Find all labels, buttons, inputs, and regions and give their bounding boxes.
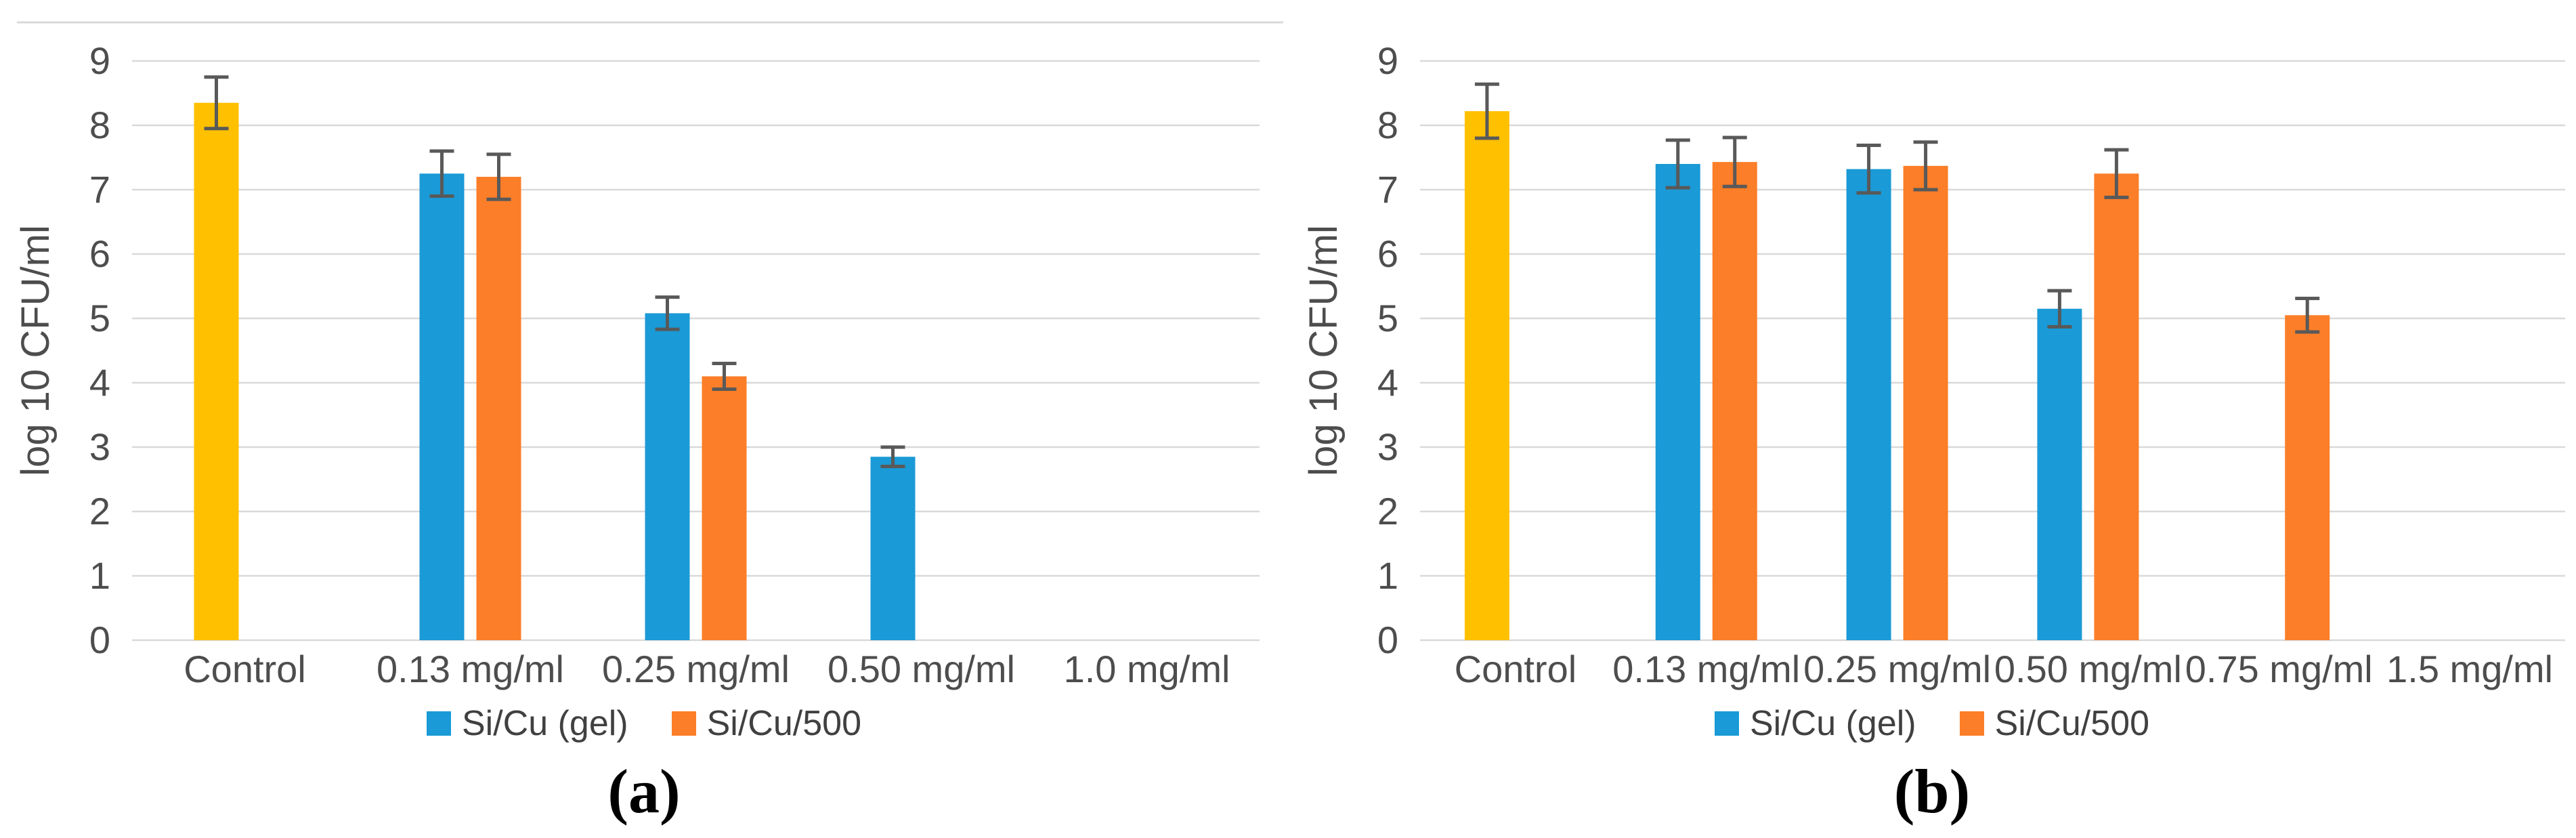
bar-Si/Cu (gel)-0.13 mg/ml: [1655, 164, 1700, 640]
y-axis-title: log 10 CFU/ml: [14, 225, 58, 476]
y-tick-label-0: 0: [89, 619, 110, 661]
y-tick-label-9: 9: [89, 39, 110, 82]
x-tick-label-1: 0.13 mg/ml: [377, 648, 564, 690]
y-tick-label-5: 5: [1377, 297, 1398, 339]
chart-caption-a: (a): [607, 757, 681, 826]
chart-legend-a: Si/Cu (gel) Si/Cu/500: [0, 699, 1288, 748]
y-tick-label-5: 5: [89, 297, 110, 339]
y-tick-label-2: 2: [1377, 490, 1398, 532]
bar-Si/Cu (gel)-0.13 mg/ml: [419, 173, 465, 640]
bar-Si/Cu (gel)-0.50 mg/ml: [2037, 308, 2082, 640]
bar-Si/Cu (gel)-0.25 mg/ml: [645, 313, 690, 640]
bar-Si/Cu (gel)-0.25 mg/ml: [1846, 169, 1891, 641]
y-tick-label-3: 3: [1377, 425, 1398, 468]
y-axis-title: log 10 CFU/ml: [1302, 225, 1346, 476]
bar-Control-Control: [194, 102, 239, 640]
y-tick-label-7: 7: [89, 168, 110, 211]
x-tick-label-3: 0.50 mg/ml: [828, 648, 1015, 690]
y-tick-label-1: 1: [89, 554, 110, 597]
y-tick-label-9: 9: [1377, 39, 1398, 82]
chart-legend-b: Si/Cu (gel) Si/Cu/500: [1288, 699, 2576, 748]
y-tick-label-8: 8: [1377, 104, 1398, 146]
x-tick-label-4: 0.75 mg/ml: [2185, 648, 2373, 690]
x-tick-label-1: 0.13 mg/ml: [1612, 648, 1800, 690]
legend-swatch-si-cu-gel-icon: [426, 711, 451, 736]
y-tick-label-4: 4: [1377, 361, 1398, 404]
x-tick-label-5: 1.5 mg/ml: [2386, 648, 2553, 690]
x-tick-label-0: Control: [1455, 648, 1577, 690]
bar-Si/Cu/500-0.25 mg/ml: [702, 376, 747, 640]
legend-label-si-cu-gel: Si/Cu (gel): [1749, 704, 1916, 743]
y-tick-label-7: 7: [1377, 168, 1398, 211]
legend-label-si-cu-500: Si/Cu/500: [1994, 704, 2149, 743]
y-tick-label-0: 0: [1377, 619, 1398, 661]
legend-label-si-cu-500: Si/Cu/500: [706, 704, 861, 743]
bar-Si/Cu (gel)-0.50 mg/ml: [870, 457, 916, 640]
bar-Si/Cu/500-0.25 mg/ml: [1903, 165, 1948, 641]
legend-swatch-si-cu-500-icon: [1959, 711, 1984, 736]
y-tick-label-6: 6: [89, 232, 110, 275]
legend-swatch-si-cu-gel-icon: [1714, 711, 1739, 736]
panel-b: 0 1 2 3 4 5 6 7 8 9 log 10 CFU/ml Control 0.13 mg/ml…: [1288, 0, 2576, 838]
bar-Si/Cu/500-0.13 mg/ml: [476, 177, 521, 640]
y-tick-label-3: 3: [89, 425, 110, 468]
bar-Si/Cu/500-0.13 mg/ml: [1712, 162, 1757, 640]
x-tick-label-2: 0.25 mg/ml: [1803, 648, 1991, 690]
legend-label-si-cu-gel: Si/Cu (gel): [461, 704, 628, 743]
x-tick-label-0: Control: [184, 648, 306, 690]
x-tick-label-3: 0.50 mg/ml: [1994, 648, 2182, 690]
y-tick-label-1: 1: [1377, 554, 1398, 597]
x-tick-label-2: 0.25 mg/ml: [602, 648, 790, 690]
legend-item-si-cu-500: Si/Cu/500: [671, 704, 861, 743]
chart-caption-b: (b): [1893, 757, 1971, 826]
x-tick-label-4: 1.0 mg/ml: [1064, 648, 1230, 690]
panel-a: 0 1 2 3 4 5 6 7 8 9 log 10 CFU/ml Control 0.13 mg/ml…: [0, 21, 1288, 826]
y-tick-label-2: 2: [89, 490, 110, 532]
legend-item-si-cu-500: Si/Cu/500: [1959, 704, 2149, 743]
y-tick-label-6: 6: [1377, 232, 1398, 275]
bar-Control-Control: [1464, 111, 1509, 641]
legend-swatch-si-cu-500-icon: [671, 711, 696, 736]
y-tick-label-4: 4: [89, 361, 110, 404]
bar-Si/Cu/500-0.75 mg/ml: [2285, 315, 2330, 640]
bar-Si/Cu/500-0.50 mg/ml: [2094, 173, 2139, 640]
y-tick-label-8: 8: [89, 104, 110, 146]
legend-item-si-cu-gel: Si/Cu (gel): [1714, 704, 1916, 743]
bar-chart-a: 0 1 2 3 4 5 6 7 8 9 log 10 CFU/ml Control 0.13 mg/ml…: [14, 21, 1283, 690]
legend-item-si-cu-gel: Si/Cu (gel): [426, 704, 628, 743]
bar-chart-b: 0 1 2 3 4 5 6 7 8 9 log 10 CFU/ml Control 0.13 mg/ml…: [1302, 39, 2565, 690]
